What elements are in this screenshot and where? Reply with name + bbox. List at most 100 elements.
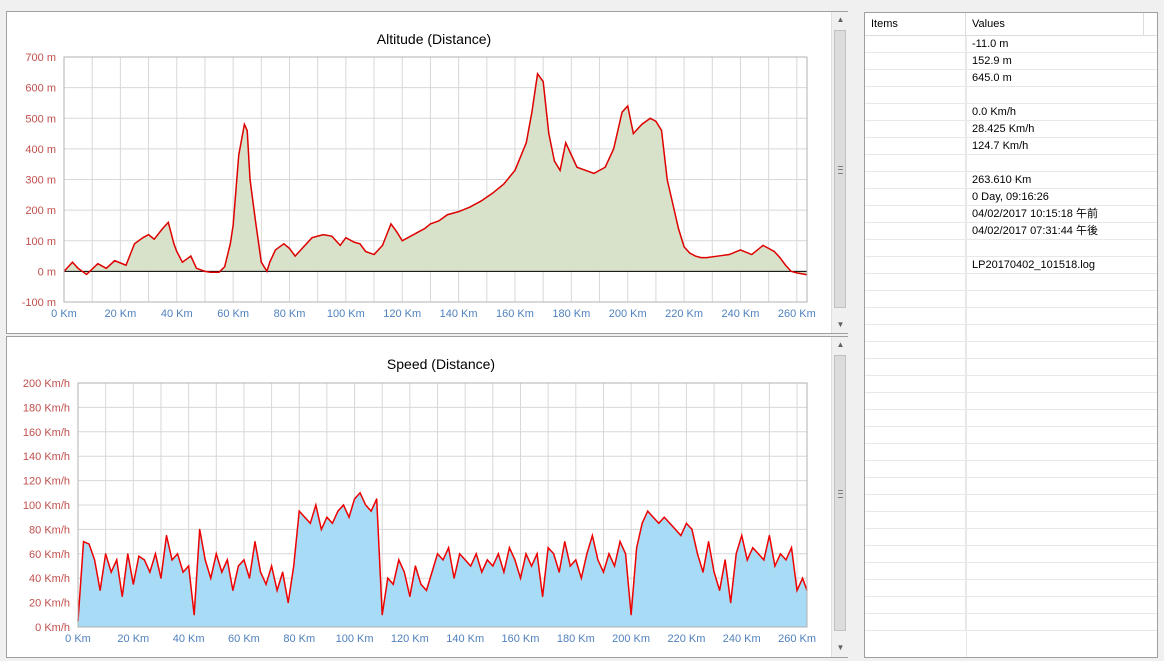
table-row[interactable] — [865, 325, 1157, 342]
data-point — [153, 238, 155, 240]
speed-scrollbar[interactable]: ▲ ▼ — [831, 337, 849, 657]
data-point — [116, 559, 118, 561]
data-point — [442, 559, 444, 561]
column-header-items[interactable]: Items — [865, 13, 966, 35]
data-point — [283, 243, 285, 245]
data-point — [105, 553, 107, 555]
item-cell — [865, 53, 966, 69]
table-row[interactable] — [865, 444, 1157, 461]
value-cell — [966, 529, 972, 545]
table-row[interactable] — [865, 359, 1157, 376]
data-point — [632, 132, 634, 135]
data-point — [768, 534, 770, 537]
data-point — [785, 559, 787, 561]
table-row[interactable] — [865, 393, 1157, 410]
altitude-scrollbar[interactable]: ▲ ▼ — [831, 12, 849, 333]
data-point — [429, 223, 432, 225]
table-row[interactable]: 124.7 Km/h — [865, 138, 1157, 155]
scrollbar-thumb[interactable] — [834, 355, 846, 631]
data-point — [288, 247, 291, 250]
table-row[interactable] — [865, 580, 1157, 597]
item-cell — [865, 206, 966, 222]
table-row[interactable]: 28.425 Km/h — [865, 121, 1157, 138]
table-row[interactable] — [865, 427, 1157, 444]
table-row[interactable] — [865, 155, 1157, 172]
data-point — [221, 571, 223, 573]
scroll-up-arrow-icon[interactable]: ▲ — [836, 15, 845, 24]
speed-chart-title: Speed (Distance) — [387, 356, 495, 372]
data-point — [773, 250, 775, 253]
table-row[interactable]: 645.0 m — [865, 70, 1157, 87]
x-tick-label: 0 Km — [51, 308, 77, 320]
table-row[interactable]: 0.0 Km/h — [865, 104, 1157, 121]
data-point — [542, 595, 544, 598]
x-tick-label: 40 Km — [161, 308, 193, 320]
table-row[interactable]: 263.610 Km — [865, 172, 1157, 189]
table-row[interactable] — [865, 342, 1157, 359]
value-cell — [966, 563, 972, 579]
value-cell: 0.0 Km/h — [972, 106, 1017, 118]
table-row[interactable] — [865, 461, 1157, 478]
data-point — [209, 271, 212, 273]
data-point — [683, 246, 685, 248]
data-point — [706, 256, 708, 259]
data-point — [694, 255, 696, 257]
x-tick-label: 180 Km — [557, 633, 595, 645]
data-point — [672, 203, 674, 205]
data-point — [232, 224, 234, 227]
data-point — [677, 227, 680, 230]
table-row[interactable]: 04/02/2017 10:15:18 午前 — [865, 206, 1157, 223]
data-point — [735, 553, 737, 555]
table-row[interactable] — [865, 274, 1157, 291]
table-row[interactable]: -11.0 m — [865, 36, 1157, 53]
scroll-down-arrow-icon[interactable]: ▼ — [836, 320, 845, 329]
data-point — [282, 571, 284, 573]
table-row[interactable] — [865, 410, 1157, 427]
data-point — [641, 123, 643, 125]
table-row[interactable] — [865, 376, 1157, 393]
scroll-down-arrow-icon[interactable]: ▼ — [836, 643, 845, 652]
table-row[interactable] — [865, 291, 1157, 308]
data-point — [238, 154, 240, 156]
x-tick-label: 200 Km — [612, 633, 650, 645]
table-row[interactable] — [865, 546, 1157, 563]
data-point — [401, 240, 403, 242]
column-header-values[interactable]: Values — [966, 13, 1144, 35]
data-point — [548, 132, 550, 135]
data-point — [237, 565, 240, 567]
table-row[interactable]: 152.9 m — [865, 53, 1157, 70]
data-point — [570, 154, 572, 156]
data-point — [254, 541, 256, 543]
table-row[interactable] — [865, 563, 1157, 580]
y-tick-label: 0 Km/h — [35, 622, 70, 634]
data-point — [481, 571, 483, 573]
table-row[interactable]: 04/02/2017 07:31:44 午後 — [865, 223, 1157, 240]
table-row[interactable] — [865, 495, 1157, 512]
table-row[interactable] — [865, 240, 1157, 257]
value-cell: 0 Day, 09:16:26 — [972, 191, 1049, 203]
data-point — [415, 232, 417, 234]
data-point — [173, 243, 175, 245]
table-row[interactable]: LP20170402_101518.log — [865, 257, 1157, 274]
table-row[interactable] — [865, 478, 1157, 495]
data-point — [619, 541, 621, 543]
table-row[interactable] — [865, 308, 1157, 325]
data-point — [508, 547, 511, 549]
data-point — [604, 166, 606, 168]
table-row[interactable]: 0 Day, 09:16:26 — [865, 189, 1157, 206]
data-point — [204, 270, 206, 272]
table-row[interactable] — [865, 512, 1157, 529]
table-row[interactable] — [865, 87, 1157, 104]
table-row[interactable] — [865, 529, 1157, 546]
scrollbar-thumb[interactable] — [834, 30, 846, 308]
scroll-up-arrow-icon[interactable]: ▲ — [836, 340, 845, 349]
data-point — [536, 73, 539, 75]
data-point — [741, 534, 743, 537]
data-point — [396, 230, 398, 233]
table-row[interactable] — [865, 614, 1157, 631]
data-point — [243, 123, 245, 125]
data-point — [779, 256, 781, 259]
table-row[interactable] — [865, 597, 1157, 614]
x-tick-label: 180 Km — [552, 308, 590, 320]
value-cell — [966, 308, 972, 324]
